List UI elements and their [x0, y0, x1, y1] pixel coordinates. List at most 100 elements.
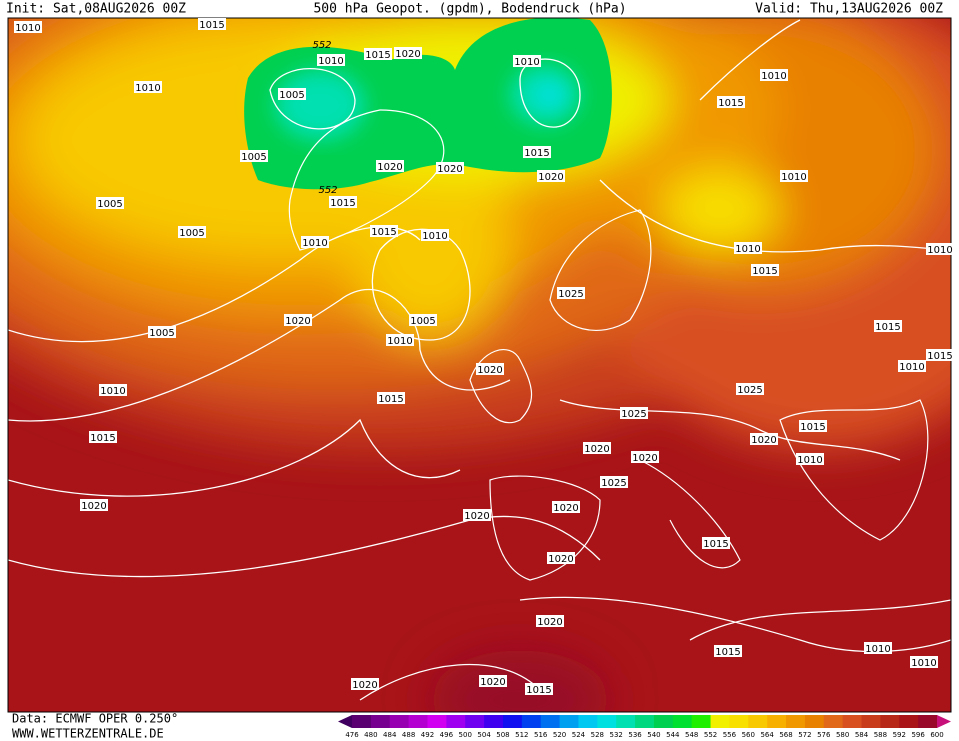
legend-arrow-left — [338, 715, 352, 728]
isobar-label-box — [421, 229, 449, 241]
legend-level: 596 — [911, 731, 925, 739]
isobar-label: 1020 — [538, 172, 563, 183]
isobar-label: 1020 — [377, 162, 402, 173]
isobar-label-box — [240, 150, 268, 162]
isobar-label-box — [329, 196, 357, 208]
legend-swatch — [559, 715, 579, 728]
legend-swatch — [823, 715, 844, 728]
legend-swatch — [786, 715, 806, 728]
isobar — [559, 399, 901, 461]
isobar — [8, 418, 461, 497]
isobar — [8, 515, 601, 578]
legend-swatch — [710, 715, 730, 728]
legend-arrow-right — [937, 715, 951, 728]
isobar-label-box — [799, 420, 827, 432]
legend-level: 556 — [723, 731, 737, 739]
isobar-label-box — [525, 683, 553, 695]
legend-swatch — [842, 715, 863, 728]
isobar — [699, 19, 801, 101]
isobar-label-box — [89, 431, 117, 443]
isobar-label-box — [377, 392, 405, 404]
legend-swatch — [804, 715, 825, 728]
isobar — [269, 68, 356, 130]
isobar-label: 1015 — [371, 227, 396, 238]
isobar-label-box — [284, 314, 312, 326]
isobar-label-box — [351, 678, 379, 690]
isobar-label-box — [370, 225, 398, 237]
isobar-label: 1015 — [875, 322, 900, 333]
isobar-label-box — [317, 54, 345, 66]
legend-level: 576 — [817, 731, 831, 739]
isobar-label: 1020 — [477, 365, 502, 376]
isobar-label-box — [178, 226, 206, 238]
isobar-label: 1015 — [752, 266, 777, 277]
legend-level: 600 — [930, 731, 943, 739]
legend-level: 592 — [893, 731, 906, 739]
map-frame — [7, 17, 952, 713]
legend-swatch — [729, 715, 749, 728]
legend-swatch — [502, 715, 523, 728]
legend-level: 480 — [364, 731, 377, 739]
isobar-label: 1015 — [715, 647, 740, 658]
legend-swatch — [465, 715, 485, 728]
legend-swatch — [616, 715, 636, 728]
isobar-label: 1005 — [179, 228, 204, 239]
isobar-label: 1005 — [410, 316, 435, 327]
isobar-label: 1005 — [279, 90, 304, 101]
isobar-label: 1005 — [241, 152, 266, 163]
isobar-label: 1025 — [558, 289, 583, 300]
isobar-label: 1015 — [718, 98, 743, 109]
isobar-label: 1020 — [81, 501, 106, 512]
valid-time: Valid: Thu,13AUG2026 00Z — [755, 2, 943, 17]
legend-level: 484 — [383, 731, 397, 739]
isobar-label-box — [864, 642, 892, 654]
coastline — [779, 399, 929, 541]
isobar-label: 1010 — [514, 57, 539, 68]
isobar-label: 1025 — [601, 478, 626, 489]
isobar-label: 1020 — [751, 435, 776, 446]
isobar-label: 1010 — [781, 172, 806, 183]
legend-level: 560 — [742, 731, 755, 739]
legend-level: 540 — [647, 731, 660, 739]
isobar-label-box — [96, 197, 124, 209]
isobar-label-box — [926, 349, 954, 361]
isobar-label-box — [523, 146, 551, 158]
legend-swatch — [540, 715, 561, 728]
init-time: Init: Sat,08AUG2026 00Z — [6, 2, 186, 17]
isobar-label-box — [702, 537, 730, 549]
isobar-label: 1020 — [395, 49, 420, 60]
legend-swatch — [370, 715, 391, 728]
legend-level: 500 — [459, 731, 472, 739]
isobar-label-box — [750, 433, 778, 445]
legend-level: 564 — [760, 731, 774, 739]
isobar-label: 1025 — [621, 409, 646, 420]
legend-swatch — [408, 715, 428, 728]
legend-level: 580 — [836, 731, 849, 739]
legend-level: 492 — [421, 731, 434, 739]
legend-level: 528 — [591, 731, 604, 739]
legend-level: 588 — [874, 731, 887, 739]
coastline — [469, 349, 533, 424]
legend-swatch — [672, 715, 693, 728]
coastline — [519, 596, 951, 653]
isobar-label: 1020 — [352, 680, 377, 691]
isobar-label: 1010 — [735, 244, 760, 255]
isobar-label-box — [796, 453, 824, 465]
isobar-label-box — [479, 675, 507, 687]
isobar-label: 1015 — [800, 422, 825, 433]
isobar-label-box — [198, 18, 226, 30]
isobar-label: 1025 — [737, 385, 762, 396]
coastline — [549, 209, 652, 331]
isobar-label-box — [714, 645, 742, 657]
isobar-label: 1015 — [703, 539, 728, 550]
isobar-label: 1010 — [865, 644, 890, 655]
legend-level: 512 — [515, 731, 528, 739]
legend-level: 524 — [572, 731, 586, 739]
isobar-label-box — [583, 442, 611, 454]
legend-level: 488 — [402, 731, 415, 739]
isobar — [689, 599, 951, 641]
isobar-label: 1015 — [927, 351, 952, 362]
